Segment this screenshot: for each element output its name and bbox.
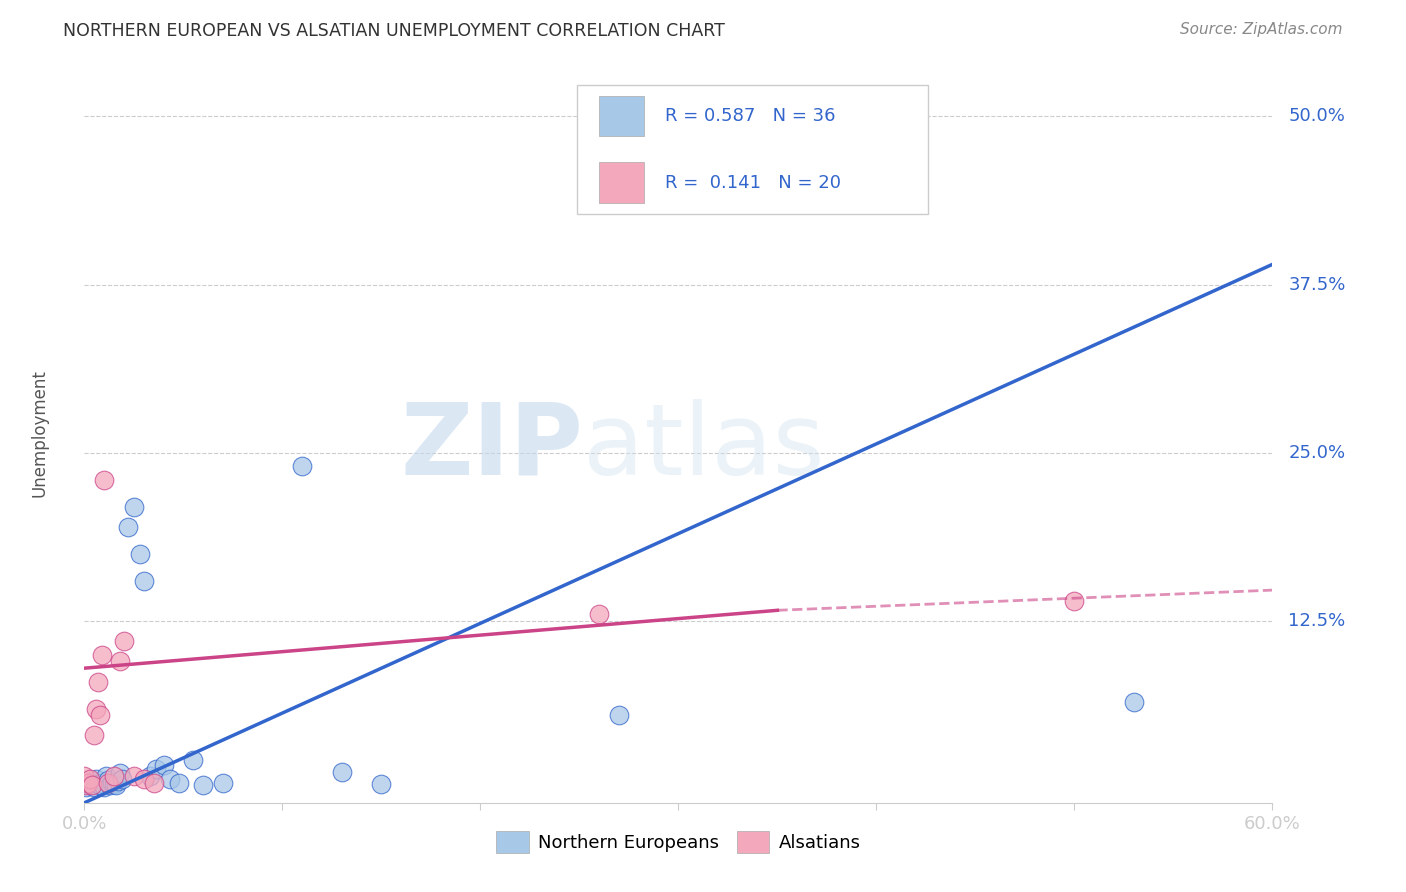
Point (83, 729, 105, 743)
Text: atlas: atlas (583, 399, 825, 496)
Point (87, 777, 110, 791)
Point (97, 772, 120, 787)
Point (107, 774, 129, 789)
Point (84, 772, 107, 786)
Point (122, 500, 145, 514)
Point (191, 778, 215, 792)
Text: NORTHERN EUROPEAN VS ALSATIAN UNEMPLOYMENT CORRELATION CHART: NORTHERN EUROPEAN VS ALSATIAN UNEMPLOYME… (63, 22, 725, 40)
Point (103, 769, 125, 783)
Point (97, 775, 120, 789)
Point (75, 778, 97, 792)
Point (138, 769, 160, 783)
Point (93, 473, 115, 487)
Point (132, 574, 155, 588)
Point (111, 772, 134, 786)
Point (152, 758, 174, 772)
Text: Source: ZipAtlas.com: Source: ZipAtlas.com (1180, 22, 1343, 37)
Text: 50.0%: 50.0% (1288, 107, 1346, 125)
Point (79, 778, 101, 792)
Point (103, 777, 125, 791)
Text: R =  0.141   N = 20: R = 0.141 N = 20 (665, 174, 841, 192)
Point (105, 778, 128, 792)
Point (1122, 695, 1144, 709)
Point (77, 775, 100, 789)
Point (82, 778, 104, 792)
Text: R = 0.587   N = 36: R = 0.587 N = 36 (665, 107, 835, 125)
Point (89, 778, 111, 792)
Point (145, 762, 167, 776)
Point (101, 775, 124, 789)
Point (108, 766, 131, 780)
FancyBboxPatch shape (599, 162, 644, 203)
Point (94, 769, 117, 783)
Point (212, 775, 235, 789)
Point (117, 520, 139, 534)
Point (73, 769, 96, 783)
Point (370, 777, 392, 791)
Point (77, 777, 100, 791)
Point (108, 655, 131, 669)
Text: 37.5%: 37.5% (1288, 276, 1346, 293)
Point (79, 772, 101, 786)
Point (291, 459, 314, 474)
Point (112, 634, 135, 648)
Point (159, 772, 181, 786)
Point (181, 753, 204, 767)
Text: 25.0%: 25.0% (1288, 444, 1346, 462)
Point (83, 780, 105, 794)
Point (607, 708, 630, 723)
Text: 12.5%: 12.5% (1288, 612, 1346, 630)
Point (75, 780, 97, 794)
Text: Unemployment: Unemployment (30, 368, 48, 497)
Point (142, 775, 165, 789)
Legend: Northern Europeans, Alsatians: Northern Europeans, Alsatians (489, 824, 868, 861)
Point (89, 708, 111, 723)
Point (169, 775, 191, 789)
Point (330, 764, 353, 779)
Point (82, 774, 104, 789)
Point (91, 775, 114, 789)
Point (91, 648, 114, 662)
Point (588, 607, 610, 622)
Point (98, 778, 121, 792)
Text: ZIP: ZIP (401, 399, 583, 496)
Point (128, 547, 150, 561)
FancyBboxPatch shape (599, 95, 644, 136)
Point (122, 769, 145, 783)
Point (1063, 594, 1085, 608)
Point (87, 674, 110, 689)
Point (93, 780, 115, 794)
Point (132, 772, 155, 786)
FancyBboxPatch shape (578, 85, 928, 214)
Point (84, 701, 107, 715)
